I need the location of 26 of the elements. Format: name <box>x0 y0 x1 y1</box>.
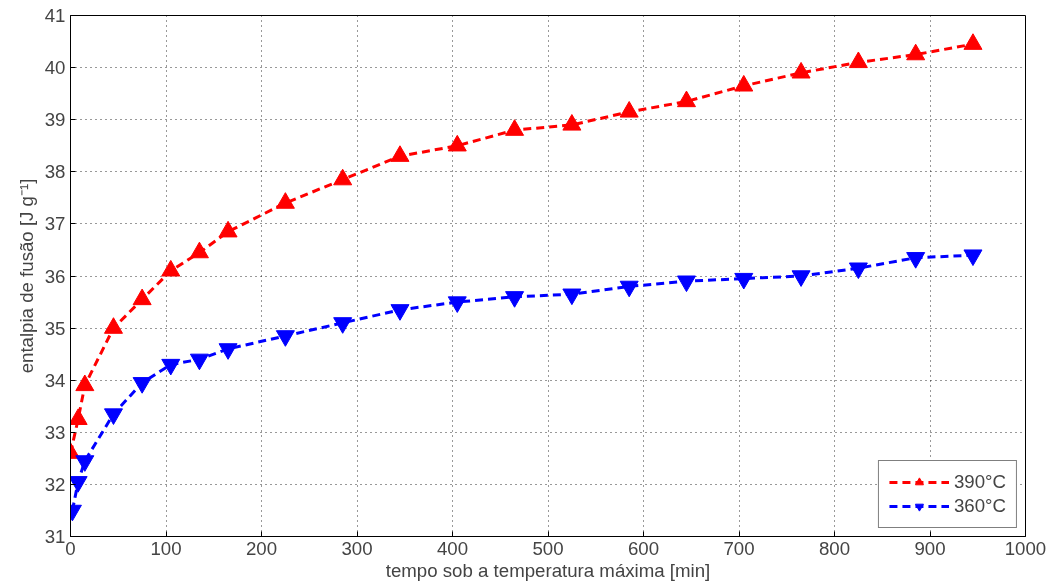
x-tick-label: 300 <box>341 537 373 559</box>
x-tick-label: 500 <box>532 537 564 559</box>
x-tick-label: 0 <box>65 537 76 559</box>
y-tick-label: 34 <box>44 369 66 391</box>
y-tick-label: 38 <box>44 161 66 183</box>
y-tick-label: 33 <box>44 421 66 443</box>
x-tick-label: 800 <box>818 537 851 559</box>
x-tick-label: 900 <box>914 537 946 559</box>
x-tick-label: 400 <box>436 537 469 559</box>
y-axis-title: entalpia de fusão [J g⁻¹] <box>15 178 37 374</box>
y-tick-label: 39 <box>44 109 66 131</box>
x-axis-title: tempo sob a temperatura máxima [min] <box>385 559 711 581</box>
y-tick-label: 41 <box>44 5 66 26</box>
x-tick-label: 600 <box>627 537 660 559</box>
y-tick-label: 36 <box>44 265 66 287</box>
y-tick-label: 32 <box>44 473 66 495</box>
y-tick-label: 40 <box>44 57 66 79</box>
x-tick-label: 700 <box>723 537 755 559</box>
x-tick-label: 200 <box>245 537 278 559</box>
legend-label: 360°C <box>953 495 1006 517</box>
x-tick-label: 100 <box>150 537 182 559</box>
x-tick-label: 1000 <box>1004 537 1047 559</box>
y-tick-label: 31 <box>44 526 66 547</box>
y-tick-label: 35 <box>44 317 66 339</box>
legend-label: 390°C <box>953 471 1006 493</box>
y-tick-label: 37 <box>44 213 66 235</box>
